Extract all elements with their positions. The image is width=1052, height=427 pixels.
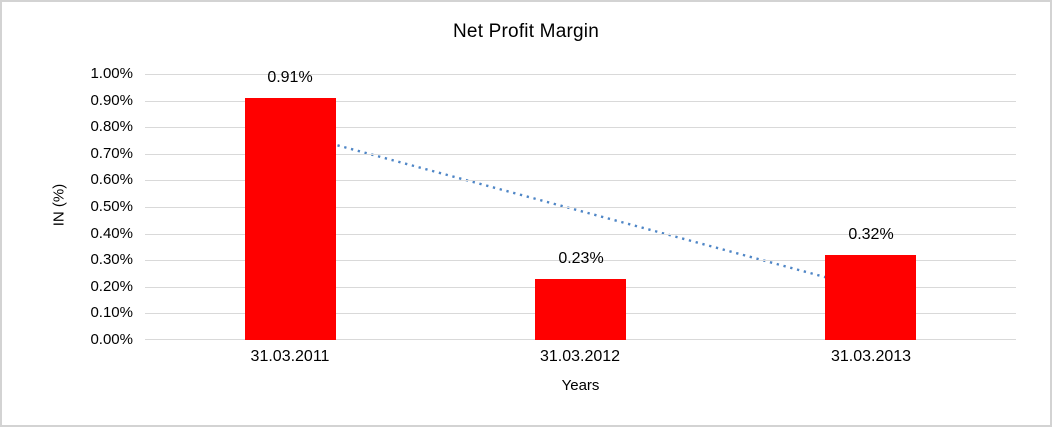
y-tick-label: 0.40%	[90, 225, 133, 242]
x-category-label: 31.03.2012	[539, 348, 621, 365]
y-tick-label: 0.50%	[90, 198, 133, 215]
gridline	[145, 234, 1016, 235]
bar-value-label: 0.91%	[267, 69, 313, 86]
y-tick-label: 0.30%	[90, 251, 133, 268]
y-tick-label: 0.80%	[90, 118, 133, 135]
trendline-dotted-segment	[289, 131, 872, 291]
x-category-label: 31.03.2013	[830, 348, 912, 365]
y-tick-label: 0.70%	[90, 145, 133, 162]
y-tick-label: 0.10%	[90, 304, 133, 321]
x-category-label: 31.03.2011	[250, 348, 330, 365]
bar-31.03.2013	[825, 255, 916, 340]
y-tick-label: 0.60%	[90, 171, 133, 188]
y-tick-label: 0.20%	[90, 278, 133, 295]
y-tick-label: 0.90%	[90, 92, 133, 109]
gridline	[145, 74, 1016, 75]
gridline	[145, 101, 1016, 102]
bar-31.03.2012	[535, 279, 626, 340]
y-tick-label: 0.00%	[90, 331, 133, 348]
y-tick-label: 1.00%	[90, 65, 133, 82]
gridline	[145, 207, 1016, 208]
gridline	[145, 180, 1016, 181]
bar-value-label: 0.23%	[558, 250, 604, 267]
plot-area: 0.91% 0.23% 0.32%	[145, 69, 1016, 340]
chart-title: Net Profit Margin	[453, 21, 599, 42]
x-axis-title: Years	[561, 377, 600, 394]
gridline	[145, 154, 1016, 155]
bar-value-label: 0.32%	[848, 226, 894, 243]
bar-31.03.2011	[245, 98, 336, 340]
trendline	[289, 131, 872, 291]
gridline	[145, 127, 1016, 128]
gridline	[145, 260, 1016, 261]
